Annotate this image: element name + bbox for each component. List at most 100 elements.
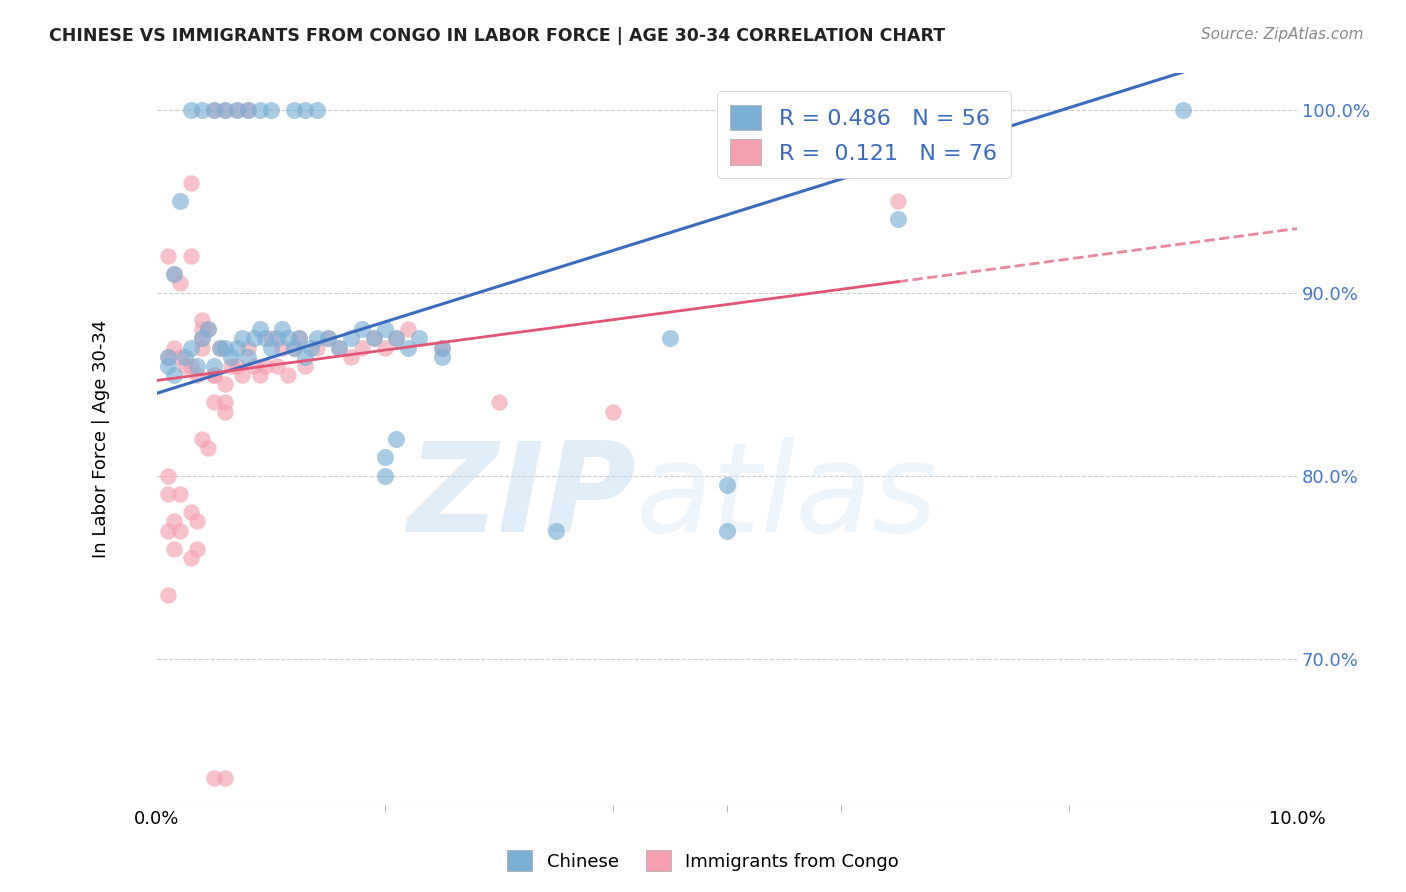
Point bbox=[180, 341, 202, 355]
Point bbox=[214, 103, 236, 117]
Text: ZIP: ZIP bbox=[406, 437, 636, 558]
Point bbox=[408, 331, 430, 345]
Point bbox=[339, 350, 361, 364]
Point bbox=[214, 341, 236, 355]
Point bbox=[602, 404, 624, 418]
Point bbox=[197, 322, 219, 336]
Legend: R = 0.486   N = 56, R =  0.121   N = 76: R = 0.486 N = 56, R = 0.121 N = 76 bbox=[717, 91, 1011, 178]
Point bbox=[254, 331, 277, 345]
Point bbox=[180, 359, 202, 373]
Point bbox=[544, 524, 567, 538]
Point bbox=[214, 377, 236, 392]
Point bbox=[430, 341, 453, 355]
Point bbox=[260, 103, 283, 117]
Point bbox=[294, 359, 316, 373]
Point bbox=[236, 350, 259, 364]
Point bbox=[430, 350, 453, 364]
Point bbox=[169, 524, 191, 538]
Point bbox=[180, 505, 202, 519]
Point bbox=[186, 515, 208, 529]
Point bbox=[249, 368, 271, 382]
Point bbox=[385, 331, 408, 345]
Point bbox=[191, 341, 214, 355]
Point bbox=[180, 249, 202, 263]
Point bbox=[202, 368, 225, 382]
Point bbox=[191, 313, 214, 327]
Point bbox=[277, 368, 299, 382]
Point bbox=[174, 359, 197, 373]
Point bbox=[249, 103, 271, 117]
Point bbox=[385, 432, 408, 446]
Point bbox=[186, 359, 208, 373]
Point bbox=[163, 515, 186, 529]
Point bbox=[180, 176, 202, 190]
Point bbox=[157, 249, 180, 263]
Point bbox=[236, 103, 259, 117]
Point bbox=[157, 359, 180, 373]
Point bbox=[328, 341, 350, 355]
Point bbox=[352, 341, 374, 355]
Point bbox=[174, 350, 197, 364]
Point bbox=[214, 103, 236, 117]
Point bbox=[374, 450, 396, 465]
Point bbox=[288, 331, 311, 345]
Point bbox=[305, 331, 328, 345]
Point bbox=[202, 103, 225, 117]
Point bbox=[202, 359, 225, 373]
Point bbox=[288, 331, 311, 345]
Point bbox=[277, 331, 299, 345]
Point bbox=[157, 468, 180, 483]
Point bbox=[202, 103, 225, 117]
Point bbox=[225, 341, 247, 355]
Point bbox=[191, 103, 214, 117]
Point bbox=[294, 350, 316, 364]
Point bbox=[659, 331, 682, 345]
Point bbox=[396, 322, 419, 336]
Text: Source: ZipAtlas.com: Source: ZipAtlas.com bbox=[1201, 27, 1364, 42]
Point bbox=[299, 341, 322, 355]
Point bbox=[191, 331, 214, 345]
Point bbox=[169, 487, 191, 501]
Point bbox=[316, 331, 339, 345]
Point bbox=[157, 487, 180, 501]
Point bbox=[157, 524, 180, 538]
Point bbox=[271, 341, 294, 355]
Point bbox=[374, 341, 396, 355]
Point bbox=[225, 103, 247, 117]
Point bbox=[163, 341, 186, 355]
Point bbox=[208, 341, 231, 355]
Point bbox=[169, 194, 191, 208]
Point bbox=[180, 103, 202, 117]
Point bbox=[169, 277, 191, 291]
Y-axis label: In Labor Force | Age 30-34: In Labor Force | Age 30-34 bbox=[93, 320, 110, 558]
Point bbox=[191, 331, 214, 345]
Point bbox=[202, 395, 225, 409]
Point bbox=[716, 477, 738, 491]
Point bbox=[225, 359, 247, 373]
Point bbox=[374, 468, 396, 483]
Point bbox=[271, 322, 294, 336]
Point bbox=[169, 350, 191, 364]
Point bbox=[214, 404, 236, 418]
Point bbox=[1171, 103, 1194, 117]
Point bbox=[219, 350, 242, 364]
Point bbox=[236, 103, 259, 117]
Point bbox=[316, 331, 339, 345]
Point bbox=[352, 322, 374, 336]
Point bbox=[202, 368, 225, 382]
Point bbox=[180, 551, 202, 566]
Point bbox=[231, 368, 253, 382]
Point bbox=[202, 771, 225, 785]
Point bbox=[231, 331, 253, 345]
Point bbox=[163, 268, 186, 282]
Point bbox=[186, 541, 208, 556]
Point bbox=[305, 341, 328, 355]
Point bbox=[266, 359, 288, 373]
Point bbox=[430, 341, 453, 355]
Point bbox=[249, 322, 271, 336]
Text: atlas: atlas bbox=[636, 437, 938, 558]
Point bbox=[283, 341, 305, 355]
Point bbox=[163, 541, 186, 556]
Point bbox=[157, 350, 180, 364]
Point bbox=[887, 194, 910, 208]
